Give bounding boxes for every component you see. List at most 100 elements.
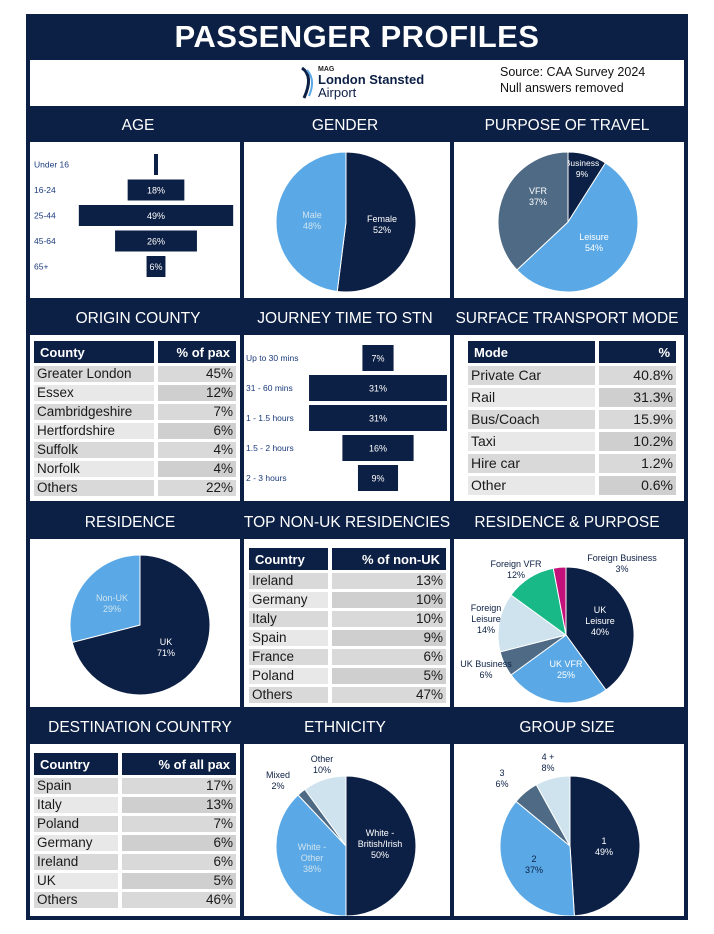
pie-slice-label: Business: [565, 158, 600, 168]
table-cell-value: 1.2%: [599, 454, 676, 473]
table-cell-value: 17%: [122, 778, 236, 794]
pie-slice-label: Foreign VFR: [490, 559, 542, 569]
pie-slice-label: UK: [594, 605, 607, 615]
table-gap: [595, 454, 600, 473]
table-cell-value: 10%: [331, 611, 446, 627]
pie-data-label: 52%: [373, 225, 391, 235]
table-header-label: Country: [34, 753, 119, 775]
table-cell-label: Poland: [34, 816, 119, 832]
table-header-label: Mode: [468, 341, 596, 363]
table-gap: [118, 753, 123, 775]
table-row: Ireland 6%: [34, 854, 236, 870]
section-title-journey: JOURNEY TIME TO STN: [257, 310, 433, 327]
table-cell-label: Italy: [249, 611, 328, 627]
table-cell-label: Ireland: [249, 573, 328, 589]
section-title-residence: RESIDENCE: [84, 514, 176, 531]
pie-data-label: 38%: [303, 864, 321, 874]
section-title-ethnicity: ETHNICITY: [304, 719, 386, 736]
table-gap: [118, 816, 123, 832]
table-cell-label: Others: [34, 480, 155, 496]
pie-data-label: 6%: [479, 670, 492, 680]
pie-slice-label: 4 +: [542, 752, 555, 762]
table-cell-value: 6%: [122, 854, 236, 870]
table-row: Others 46%: [34, 892, 236, 908]
pie-slice: [552, 566, 567, 636]
table-cell-label: Bus/Coach: [468, 410, 596, 429]
table-gap: [154, 341, 159, 363]
section-title-transport: SURFACE TRANSPORT MODE: [455, 310, 679, 327]
source-line2: Null answers removed: [500, 81, 624, 95]
bar-data-label: 9%: [371, 474, 384, 484]
pie-data-label: 3%: [615, 564, 628, 574]
table-gap: [327, 687, 332, 703]
table-gap: [327, 611, 332, 627]
table-gap: [327, 649, 332, 665]
bar-data-label: 31%: [369, 414, 387, 424]
axis-tick-label: 25-44: [34, 211, 56, 221]
pie-slice: [69, 554, 141, 644]
table-row: Private Car 40.8%: [468, 366, 676, 385]
table-cell-label: Norfolk: [34, 461, 155, 477]
pie-slice: [499, 800, 575, 917]
table-gap: [327, 592, 332, 608]
table-cell-label: Others: [34, 892, 119, 908]
pie-data-label: 2%: [271, 781, 284, 791]
table-row: Norfolk 4%: [34, 461, 236, 477]
bar: [154, 154, 158, 175]
transport-panel: Mode% Private Car 40.8% Rail 31.3% Bus/Coach 1…: [454, 335, 684, 501]
table-cell-label: Poland: [249, 668, 328, 684]
logo-mag: MAG: [318, 66, 335, 73]
table-row: Suffolk 4%: [34, 442, 236, 458]
nonuk-table: Country% of non-UK Ireland 13% Germany 10% It…: [249, 545, 446, 706]
pie-data-label: 8%: [541, 763, 554, 773]
table-gap: [327, 548, 332, 570]
table-gap: [118, 797, 123, 813]
table-row: France 6%: [249, 649, 446, 665]
table-row: Taxi 10.2%: [468, 432, 676, 451]
table-row: Other 0.6%: [468, 476, 676, 495]
table-cell-value: 10.2%: [599, 432, 676, 451]
table-gap: [154, 480, 159, 496]
pie-slice: [345, 775, 417, 917]
table-gap: [154, 423, 159, 439]
pie-slice: [304, 775, 347, 848]
table-cell-value: 45%: [158, 366, 236, 382]
table-cell-value: 7%: [122, 816, 236, 832]
table-header-value: % of pax: [158, 341, 236, 363]
table-gap: [118, 835, 123, 851]
journey-panel: Up to 30 mins 7% 31 - 60 mins 31% 1 - 1.5 ho…: [244, 335, 450, 501]
table-row: Spain 17%: [34, 778, 236, 794]
section-title-age: AGE: [121, 117, 155, 134]
pie-slice-label: Leisure: [471, 614, 501, 624]
res-purpose-panel: UK Leisure 40% UK VFR 25% UK Business 6% Foreig…: [454, 539, 684, 707]
bar: [362, 345, 394, 371]
pie-slice-label: Foreign: [471, 603, 502, 613]
section-title-purpose: PURPOSE OF TRAVEL: [484, 117, 650, 134]
bar: [309, 405, 447, 431]
table-cell-label: Hire car: [468, 454, 596, 473]
axis-tick-label: 1 - 1.5 hours: [246, 413, 294, 423]
section-title-gender: GENDER: [311, 117, 379, 134]
gender-panel: Female 52% Male 48%: [244, 142, 450, 298]
table-gap: [118, 778, 123, 794]
pie-slice-label: Non-UK: [96, 593, 128, 603]
pie-slice: [71, 554, 211, 696]
pie-slice-label: Female: [367, 214, 397, 224]
destination-panel: Country% of all pax Spain 17% Italy 13% Polan…: [30, 744, 240, 916]
table-gap: [118, 873, 123, 889]
pie-slice: [510, 634, 607, 704]
pie-slice-label: White -: [298, 842, 327, 852]
table-cell-value: 40.8%: [599, 366, 676, 385]
pie-slice-label: Male: [302, 210, 322, 220]
table-gap: [118, 892, 123, 908]
pie-data-label: 10%: [313, 765, 331, 775]
axis-tick-label: 45-64: [34, 236, 56, 246]
table-row: Greater London 45%: [34, 366, 236, 382]
source-note: Source: CAA Survey 2024 Null answers rem…: [500, 64, 645, 96]
pie-slice-label: Other: [301, 853, 324, 863]
section-title-group: GROUP SIZE: [519, 719, 615, 736]
bar: [342, 435, 414, 461]
pie-slice-label: Foreign Business: [587, 553, 657, 563]
journey-chart: Up to 30 mins 7% 31 - 60 mins 31% 1 - 1.5 ho…: [246, 345, 447, 491]
